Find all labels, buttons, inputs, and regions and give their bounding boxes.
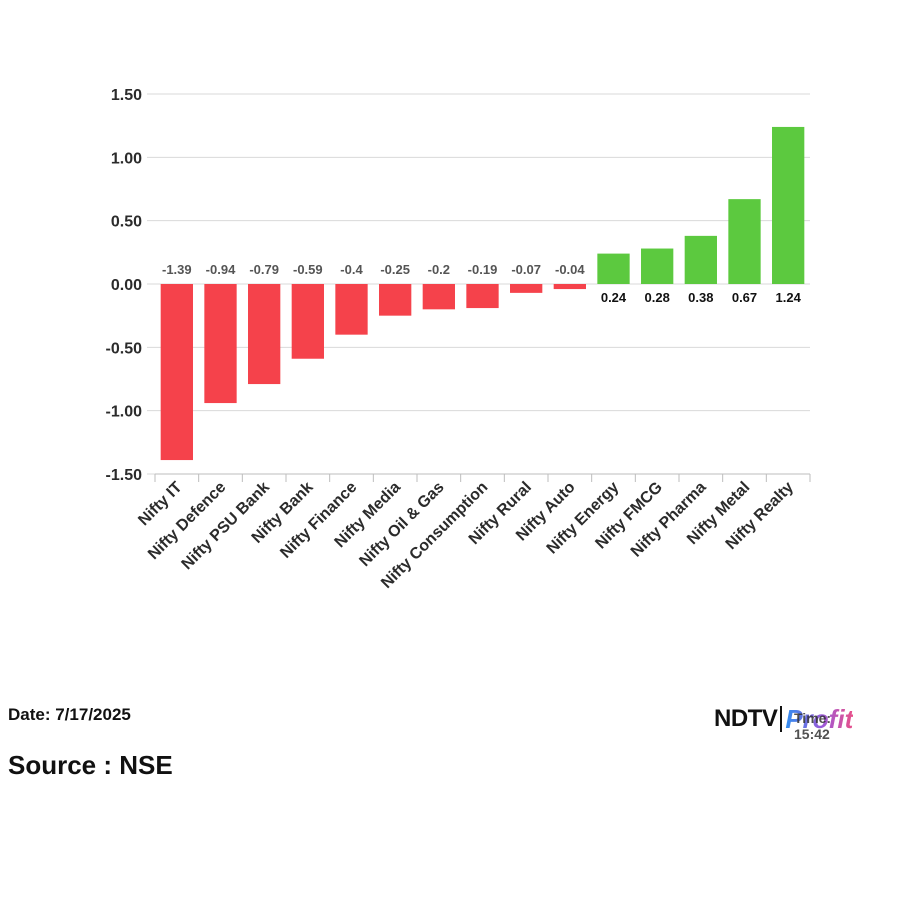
value-label: 0.67 [732,290,757,305]
category-label: Nifty Pharma [628,479,710,561]
bar [728,199,761,284]
bar [204,284,237,404]
y-tick-label: -0.50 [106,340,143,357]
source-label: Source : NSE [8,750,173,780]
bar [335,284,368,335]
value-label: -0.07 [511,262,541,277]
bar [422,284,455,310]
bar [248,284,281,385]
value-label: -0.59 [293,262,323,277]
value-label: -1.39 [162,262,192,277]
bar [772,126,805,284]
y-tick-label: 0.00 [111,277,142,294]
ndtv-profit-logo: NDTV Profit Time: 15:42 [714,702,854,743]
bar [553,284,586,290]
category-label: Nifty Defence [145,479,229,563]
bar [684,235,717,284]
bar [160,284,193,461]
value-labels: -1.39 -0.94 -0.79 -0.59 -0.4 -0.25 -0.2 -0.19 -0… [162,262,802,305]
bars [160,126,805,461]
logo-profit-text: Profit [785,703,854,734]
y-tick-label: 1.00 [111,150,142,167]
value-label: -0.04 [555,262,585,277]
y-tick-label: 0.50 [111,214,142,231]
y-axis-ticks: 1.50 1.00 0.50 0.00 -0.50 -1.00 -1.50 [106,87,143,484]
value-label: 1.24 [776,290,802,305]
value-label: 0.24 [601,290,627,305]
logo-divider [780,706,783,732]
y-tick-label: -1.00 [106,404,143,421]
x-axis [154,473,811,482]
y-tick-label: -1.50 [106,467,143,484]
y-tick-label: 1.50 [111,87,142,104]
value-label: -0.2 [428,262,450,277]
value-label: -0.4 [340,262,363,277]
value-label: 0.28 [645,290,670,305]
value-label: -0.19 [468,262,498,277]
value-label: 0.38 [688,290,713,305]
bar [597,253,630,284]
value-label: -0.79 [249,262,279,277]
bar [641,248,674,284]
value-label: -0.94 [206,262,236,277]
category-label: Nifty Finance [277,479,360,562]
bar [466,284,499,309]
date-label: Date: 7/17/2025 [8,705,131,724]
bar [510,284,543,293]
value-label: -0.25 [380,262,410,277]
logo-time-text: Time: 15:42 [794,710,832,742]
bar [291,284,324,359]
logo-ndtv-text: NDTV [714,705,778,732]
bar [379,284,412,316]
bar-chart: 1.50 1.00 0.50 0.00 -0.50 -1.00 -1.50 -1.39 -0.… [106,87,811,592]
